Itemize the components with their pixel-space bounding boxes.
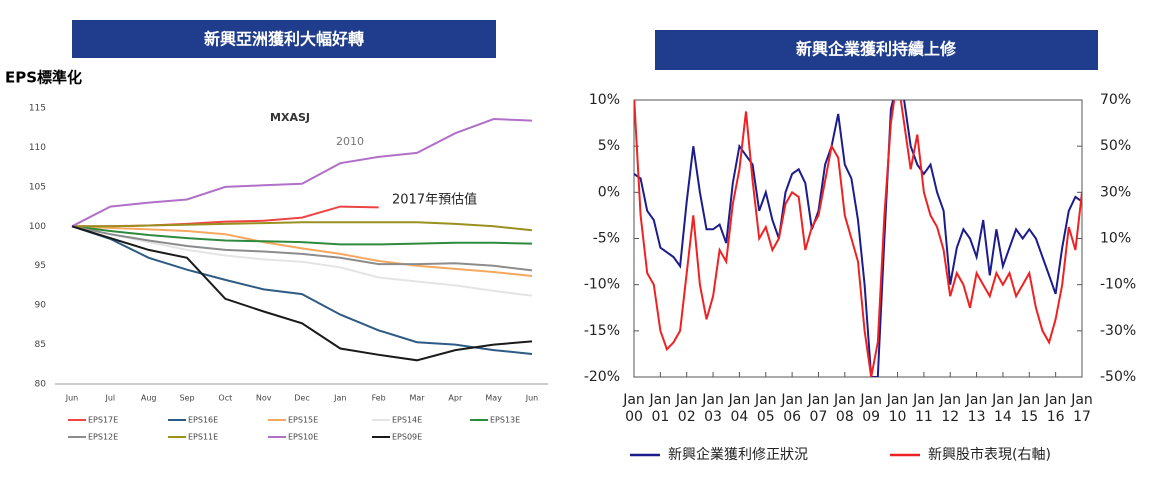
x-tick-label: Jan 12 (938, 392, 961, 425)
legend-label: EPS17E (88, 416, 118, 425)
y2-tick-label: 10% (1100, 231, 1131, 247)
x-tick-label: Jan 13 (965, 392, 988, 425)
x-tick-label: Jan 02 (675, 392, 698, 425)
legend-label: EPS11E (188, 433, 218, 442)
x-tick-label: Jun (65, 394, 79, 403)
y-tick-label: -20% (584, 369, 620, 385)
x-tick-label: Apr (448, 394, 463, 403)
y2-tick-label: 30% (1100, 184, 1131, 200)
legend-label: EPS12E (88, 433, 118, 442)
annotation: 2017年預估值 (392, 192, 477, 208)
legend-label: EPS14E (392, 416, 422, 425)
series-line (71, 225, 533, 272)
series-line (634, 100, 1082, 377)
x-tick-label: Jan 07 (807, 392, 830, 425)
plot-area (634, 100, 1082, 377)
legend-label: 新興企業獲利修正狀況 (668, 446, 808, 463)
y-tick-label: 80 (35, 380, 47, 390)
title-banner (655, 30, 1098, 70)
x-tick-label: Jan 04 (728, 392, 751, 425)
series-line (72, 221, 533, 232)
legend-label: 新興股市表現(右軸) (928, 446, 1051, 463)
y-tick-label: 95 (35, 261, 46, 271)
x-tick-label: Jan 00 (622, 392, 645, 425)
x-tick-label: Jan 10 (886, 392, 909, 425)
x-tick-label: Jan 14 (991, 392, 1014, 425)
series-line (71, 225, 533, 355)
y-tick-label: 0% (598, 184, 620, 200)
x-tick-label: Jan 15 (1017, 392, 1040, 425)
series-line (71, 225, 533, 277)
x-tick-label: Dec (294, 394, 309, 403)
x-tick-label: Feb (372, 394, 386, 403)
y-tick-label: 90 (35, 301, 47, 311)
y-tick-label: -5% (593, 231, 620, 247)
legend-label: EPS15E (288, 416, 318, 425)
y-tick-label: -15% (584, 323, 620, 339)
x-tick-label: Oct (218, 394, 232, 403)
plot-frame (633, 99, 1083, 378)
x-tick-label: Jan 11 (912, 392, 935, 425)
y-tick-label: 5% (598, 138, 620, 154)
x-tick-label: Mar (409, 394, 425, 403)
x-tick-label: Jan 09 (859, 392, 882, 425)
chart-title: 新興企業獲利持續上修 (796, 40, 957, 59)
title-banner (72, 20, 496, 58)
x-tick-label: Jan 16 (1044, 392, 1067, 425)
chart-title: 新興亞洲獲利大幅好轉 (204, 30, 364, 49)
legend-label: EPS16E (188, 416, 218, 425)
y2-tick-label: 70% (1100, 92, 1131, 108)
legend-label: EPS10E (288, 433, 318, 442)
y-tick-label: 100 (29, 222, 46, 232)
series-line (71, 225, 533, 297)
x-tick-label: Jan 08 (833, 392, 856, 425)
x-tick-label: May (485, 394, 502, 403)
y2-tick-label: -10% (1100, 277, 1136, 293)
y-tick-label: -10% (584, 277, 620, 293)
x-tick-label: Jun (525, 394, 539, 403)
annotation: MXASJ (270, 111, 310, 124)
x-tick-label: Jul (105, 394, 116, 403)
y2-tick-label: -30% (1100, 323, 1136, 339)
legend-label: EPS13E (490, 416, 520, 425)
legend-label: EPS09E (392, 433, 422, 442)
x-tick-label: Jan 05 (754, 392, 777, 425)
series-line (71, 225, 533, 246)
x-tick-label: Aug (141, 394, 157, 403)
y-tick-label: 105 (29, 182, 46, 192)
series-line (71, 225, 533, 362)
x-tick-label: Sep (179, 394, 194, 403)
y-tick-label: 110 (29, 143, 46, 153)
y-tick-label: 115 (29, 104, 46, 114)
x-tick-label: Jan (333, 394, 346, 403)
y-tick-label: 85 (35, 340, 46, 350)
y-tick-label: 10% (589, 92, 620, 108)
y2-tick-label: 50% (1100, 138, 1131, 154)
x-tick-label: Jan 17 (1070, 392, 1093, 425)
series-line (634, 100, 1082, 377)
x-tick-label: Jan 01 (649, 392, 672, 425)
x-tick-label: Jan 03 (701, 392, 724, 425)
x-tick-label: Nov (256, 394, 272, 403)
series-line (71, 117, 533, 228)
y2-tick-label: -50% (1100, 369, 1136, 385)
y-axis-label: EPS標準化 (5, 69, 82, 87)
x-tick-label: Jan 06 (780, 392, 803, 425)
annotation: 2010 (336, 135, 364, 148)
